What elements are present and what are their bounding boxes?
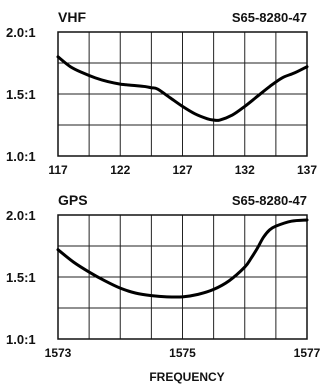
- x-axis-label: FREQUENCY: [149, 370, 224, 384]
- vhf-x-tick-label: 117: [48, 163, 68, 177]
- gps-plot-frame: [57, 214, 308, 340]
- gps-y-tick-label: 1.5:1: [6, 270, 36, 285]
- gps-y-tick-label: 2.0:1: [6, 208, 36, 223]
- gps-title: GPS: [58, 192, 88, 208]
- gps-y-tick-label: 1.0:1: [6, 332, 36, 347]
- vhf-x-tick-label: 132: [235, 163, 255, 177]
- gps-vswr-curve: [56, 218, 309, 299]
- vhf-y-tick-label: 1.5:1: [6, 87, 36, 102]
- vhf-y-tick-label: 2.0:1: [6, 25, 36, 40]
- vhf-part-number: S65-8280-47: [232, 10, 307, 25]
- gps-panel: GPS S65-8280-47 2.0:1 1.5:1 1.0:1 1573 1575 1…: [6, 192, 320, 360]
- vhf-title: VHF: [58, 9, 86, 25]
- vhf-y-tick-label: 1.0:1: [6, 149, 36, 164]
- vhf-x-tick-label: 127: [172, 163, 192, 177]
- gps-x-tick-label: 1573: [45, 346, 72, 360]
- vhf-plot-frame: [57, 31, 308, 157]
- vhf-vswr-curve: [56, 55, 309, 122]
- vhf-x-tick-label: 122: [110, 163, 130, 177]
- gps-x-tick-label: 1577: [294, 346, 320, 360]
- gps-part-number: S65-8280-47: [232, 193, 307, 208]
- vhf-x-tick-label: 137: [297, 163, 317, 177]
- vhf-panel: VHF S65-8280-47 2.0:1 1.5:1 1.0:1 117 122 127…: [6, 9, 317, 177]
- gps-x-tick-label: 1575: [169, 346, 196, 360]
